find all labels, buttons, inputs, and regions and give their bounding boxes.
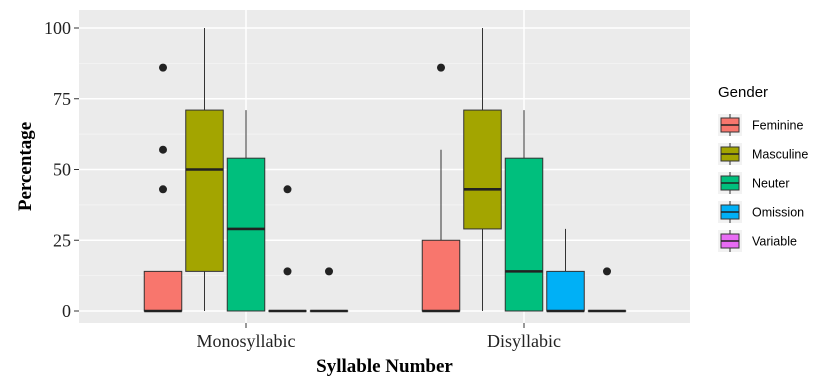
outlier-point: [159, 185, 167, 194]
plot-panel: [79, 10, 690, 323]
y-tick-label: 75: [53, 89, 71, 109]
outlier-point: [283, 267, 292, 276]
box-variable: [309, 267, 349, 313]
outlier-point: [437, 63, 445, 72]
x-tick-label: Disyllabic: [487, 331, 561, 351]
box-omission: [268, 185, 307, 313]
y-axis-ticks: 0 25 50 75 100: [44, 18, 79, 321]
box-iqr: [421, 239, 461, 312]
box-iqr: [463, 109, 502, 230]
legend-label: Feminine: [752, 119, 803, 133]
outlier-point: [325, 267, 333, 276]
legend-label: Masculine: [752, 148, 808, 162]
box-feminine: [143, 63, 183, 313]
box-masculine: [185, 28, 224, 311]
y-tick-label: 0: [62, 301, 71, 321]
outlier-point: [159, 63, 167, 72]
legend-label: Variable: [752, 235, 797, 249]
y-tick-label: 25: [53, 230, 71, 250]
box-variable: [587, 267, 627, 313]
y-tick-label: 100: [44, 18, 71, 38]
legend-item-variable: Variable: [718, 230, 797, 252]
box-feminine: [421, 63, 461, 313]
box-masculine: [463, 28, 502, 311]
box-neuter: [226, 110, 266, 312]
legend-label: Omission: [752, 206, 804, 220]
boxes: [143, 28, 627, 313]
outlier-point: [603, 267, 611, 276]
legend: Gender Feminine Masculine Neuter Omission Va…: [718, 84, 808, 252]
outlier-point: [283, 185, 292, 194]
box-iqr: [504, 157, 544, 312]
legend-label: Neuter: [752, 177, 790, 191]
box-neuter: [504, 110, 544, 312]
legend-item-omission: Omission: [718, 201, 804, 223]
y-tick-label: 50: [53, 160, 71, 180]
x-tick-label: Monosyllabic: [197, 331, 296, 351]
outlier-point: [159, 145, 167, 154]
legend-title: Gender: [718, 84, 768, 101]
box-group-disyllabic: [421, 28, 627, 313]
legend-item-feminine: Feminine: [718, 114, 803, 136]
legend-item-masculine: Masculine: [718, 143, 808, 165]
x-axis-ticks: Monosyllabic Disyllabic: [197, 323, 561, 351]
box-omission: [546, 228, 585, 313]
y-axis-title: Percentage: [15, 122, 36, 211]
box-iqr: [143, 270, 183, 312]
box-iqr: [226, 157, 266, 312]
box-group-monosyllabic: [143, 28, 349, 313]
legend-item-neuter: Neuter: [718, 172, 790, 194]
box-iqr: [185, 109, 224, 272]
box-iqr: [546, 270, 585, 312]
x-axis-title: Syllable Number: [316, 356, 453, 377]
